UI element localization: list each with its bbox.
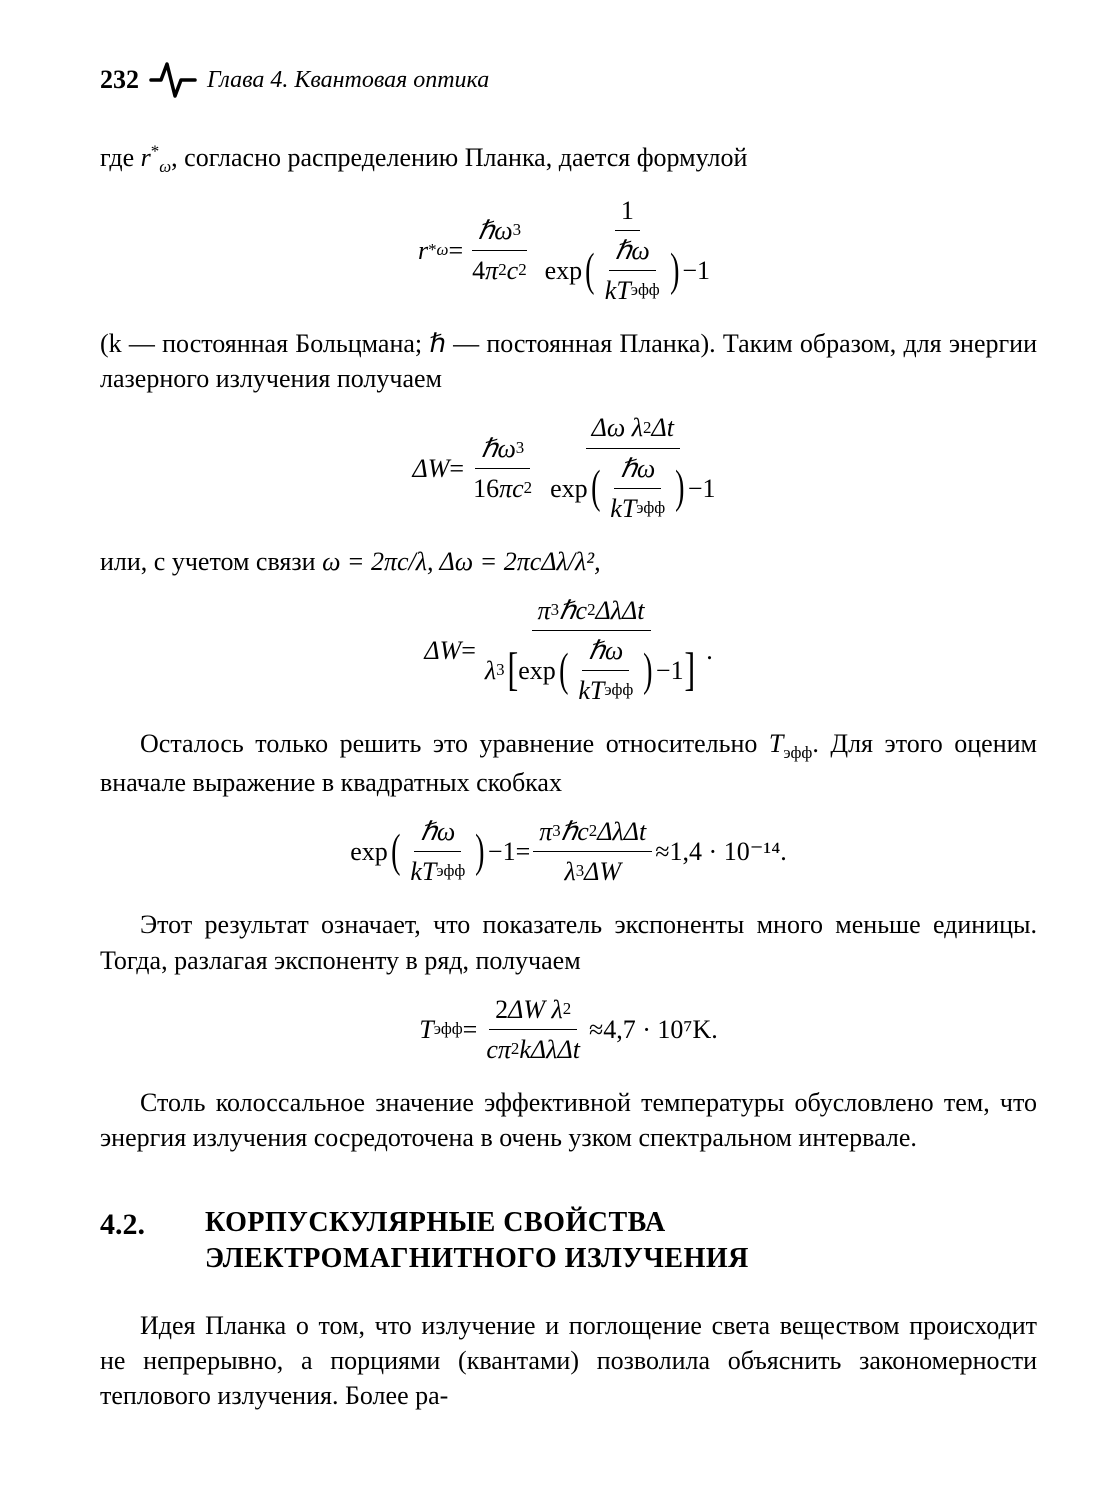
equation-3: ΔW = π3ℏc2ΔλΔt λ3 exp ℏω kTэфф − 1 (100, 593, 1037, 708)
section-title: КОРПУСКУЛЯРНЫЕ СВОЙСТВА ЭЛЕКТРОМАГНИТНОГ… (205, 1205, 749, 1278)
paragraph-2: (k — постоянная Больцмана; ℏ — постоянна… (100, 326, 1037, 396)
paragraph-4: Осталось только решить это уравнение отн… (100, 726, 1037, 800)
paragraph-5: Этот результат означает, что показатель … (100, 907, 1037, 977)
paragraph-6: Столь колоссальное значение эффективной … (100, 1085, 1037, 1155)
equation-2: ΔW = ℏω3 16πc2 Δω λ2Δt exp ℏω kTэфф − 1 (100, 410, 1037, 525)
equation-5: Tэфф = 2ΔW λ2 cπ2kΔλΔt ≈ 4,7 · 10⁷ K. (100, 992, 1037, 1067)
equation-4: exp ℏω kTэфф − 1 = π3ℏc2ΔλΔt λ3ΔW ≈ 1,4 … (100, 814, 1037, 889)
chapter-title: Глава 4. Квантовая оптика (207, 64, 489, 96)
paragraph-3: или, с учетом связи ω = 2πc/λ, Δω = 2πcΔ… (100, 544, 1037, 579)
equation-1: r*ω = ℏω3 4π2c2 1 exp ℏω kTэфф − 1 (100, 193, 1037, 308)
section-number: 4.2. (100, 1205, 145, 1246)
page-number: 232 (100, 62, 139, 97)
page: 232 Глава 4. Квантовая оптика где r*ω, с… (0, 0, 1117, 1500)
section-heading: 4.2. КОРПУСКУЛЯРНЫЕ СВОЙСТВА ЭЛЕКТРОМАГН… (100, 1205, 1037, 1278)
paragraph-7: Идея Планка о том, что излучение и погло… (100, 1308, 1037, 1413)
page-header: 232 Глава 4. Квантовая оптика (100, 60, 1037, 100)
pulse-icon (149, 60, 197, 100)
paragraph-1: где r*ω, согласно распределению Планка, … (100, 140, 1037, 179)
